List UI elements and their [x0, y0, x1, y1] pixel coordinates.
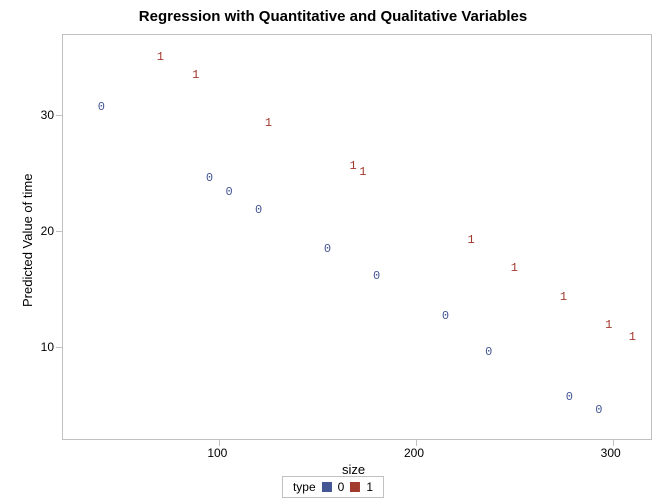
data-point-0: 0 — [226, 186, 233, 198]
data-point-0: 0 — [485, 346, 492, 358]
x-tick-label: 100 — [207, 446, 227, 460]
data-point-1: 1 — [467, 234, 474, 246]
data-point-1: 1 — [349, 160, 356, 172]
chart-container: Regression with Quantitative and Qualita… — [0, 0, 666, 500]
data-point-1: 1 — [629, 331, 636, 343]
data-point-0: 0 — [373, 270, 380, 282]
data-point-0: 0 — [206, 172, 213, 184]
y-axis-label: Predicted Value of time — [20, 174, 35, 307]
y-tick-mark — [56, 231, 62, 232]
y-tick-mark — [56, 347, 62, 348]
data-point-0: 0 — [566, 391, 573, 403]
x-axis-label: size — [342, 462, 365, 477]
data-point-1: 1 — [157, 51, 164, 63]
data-point-1: 1 — [511, 262, 518, 274]
data-point-1: 1 — [192, 69, 199, 81]
legend-title: type — [293, 480, 316, 494]
legend-label-1: 1 — [366, 480, 373, 494]
data-point-1: 1 — [359, 166, 366, 178]
data-point-0: 0 — [442, 310, 449, 322]
y-tick-label: 30 — [41, 108, 54, 122]
data-point-0: 0 — [324, 243, 331, 255]
x-tick-label: 200 — [404, 446, 424, 460]
legend-label-0: 0 — [338, 480, 345, 494]
x-tick-label: 300 — [601, 446, 621, 460]
chart-title: Regression with Quantitative and Qualita… — [0, 8, 666, 25]
data-point-0: 0 — [255, 204, 262, 216]
data-point-1: 1 — [265, 117, 272, 129]
y-tick-label: 20 — [41, 224, 54, 238]
data-point-0: 0 — [98, 101, 105, 113]
data-point-1: 1 — [560, 291, 567, 303]
legend-swatch-0 — [322, 482, 332, 492]
data-point-0: 0 — [595, 404, 602, 416]
legend: type 0 1 — [282, 476, 384, 498]
plot-area — [62, 34, 652, 440]
legend-swatch-1 — [350, 482, 360, 492]
y-tick-mark — [56, 115, 62, 116]
y-tick-label: 10 — [41, 340, 54, 354]
data-point-1: 1 — [605, 319, 612, 331]
